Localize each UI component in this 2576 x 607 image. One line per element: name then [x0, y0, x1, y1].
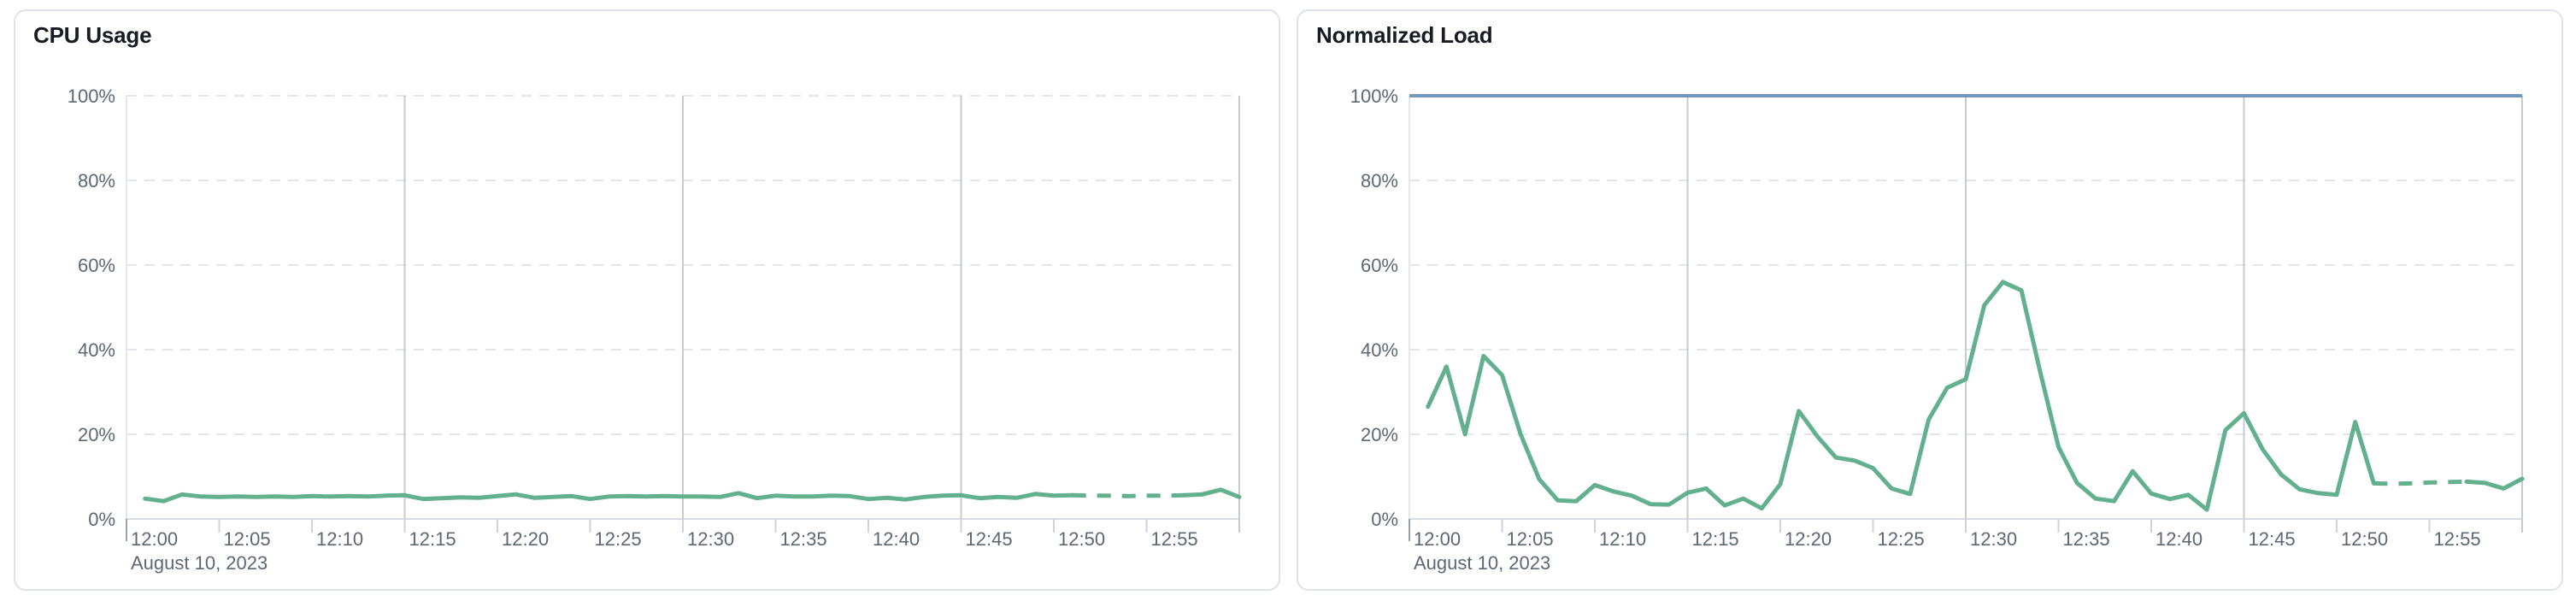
cpu-usage-panel: CPU Usage 12:00 12:05 12:10 12:15 12:20 12:25…: [14, 9, 1280, 591]
y-axis-label: 40%: [1361, 339, 1398, 361]
x-axis-label: 12:55: [2434, 528, 2481, 550]
x-axis-label: 12:00: [131, 528, 178, 550]
y-axis-label: 100%: [1350, 85, 1398, 107]
x-axis-label: 12:25: [1878, 528, 1925, 550]
x-axis-label: 12:10: [1599, 528, 1646, 550]
x-axis-label: 12:00: [1414, 528, 1461, 550]
x-axis-label: 12:45: [966, 528, 1013, 550]
x-axis-label: 12:10: [316, 528, 363, 550]
series-line-tail: [1181, 487, 1242, 499]
x-axis-label: 12:25: [595, 528, 642, 550]
series-line-dashed: [1072, 492, 1184, 498]
series-line-tail: [2464, 476, 2525, 491]
x-axis-label: 12:40: [2155, 528, 2203, 550]
series-line-solid: [143, 491, 1075, 504]
x-axis-label: 12:05: [1507, 528, 1554, 550]
x-axis-label: 12:05: [224, 528, 271, 550]
x-axis-label: 12:45: [2249, 528, 2296, 550]
x-axis-label: 12:50: [1058, 528, 1105, 550]
x-axis-date-label: August 10, 2023: [1414, 552, 1550, 574]
x-axis-label: 12:55: [1151, 528, 1198, 550]
x-axis-label: 12:20: [502, 528, 549, 550]
chart-title-cpu-usage: CPU Usage: [33, 22, 152, 48]
y-axis-label: 0%: [88, 509, 115, 530]
series-line-solid: [1426, 280, 2376, 512]
series-line-dashed: [2373, 479, 2467, 486]
x-axis-label: 12:35: [2063, 528, 2110, 550]
y-axis-label: 100%: [68, 85, 115, 107]
x-axis-label: 12:20: [1785, 528, 1832, 550]
y-axis-label: 20%: [1361, 424, 1398, 445]
x-axis-label: 12:15: [1692, 528, 1739, 550]
x-axis-label: 12:15: [409, 528, 456, 550]
y-axis-label: 0%: [1371, 509, 1398, 530]
y-axis-label: 80%: [78, 170, 115, 192]
x-axis-label: 12:30: [687, 528, 734, 550]
x-axis-date-label: August 10, 2023: [131, 552, 268, 574]
normalized-load-chart[interactable]: 12:00 12:05 12:10 12:15 12:20 12:25 12:30 12:35…: [1298, 11, 2561, 589]
x-axis-label: 12:30: [1970, 528, 2017, 550]
y-axis-label: 80%: [1361, 170, 1398, 192]
x-axis-label: 12:35: [780, 528, 827, 550]
chart-title-normalized-load: Normalized Load: [1316, 22, 1493, 48]
y-axis-label: 60%: [78, 255, 115, 276]
y-axis-label: 20%: [78, 424, 115, 445]
cpu-usage-chart[interactable]: 12:00 12:05 12:10 12:15 12:20 12:25 12:30 12:35…: [15, 11, 1279, 589]
normalized-load-panel: Normalized Load 12:00 12:05 12:10 12:15 12:2…: [1297, 9, 2563, 591]
x-axis-label: 12:40: [873, 528, 920, 550]
y-axis-label: 40%: [78, 339, 115, 361]
x-axis-label: 12:50: [2341, 528, 2388, 550]
y-axis-label: 60%: [1361, 255, 1398, 276]
